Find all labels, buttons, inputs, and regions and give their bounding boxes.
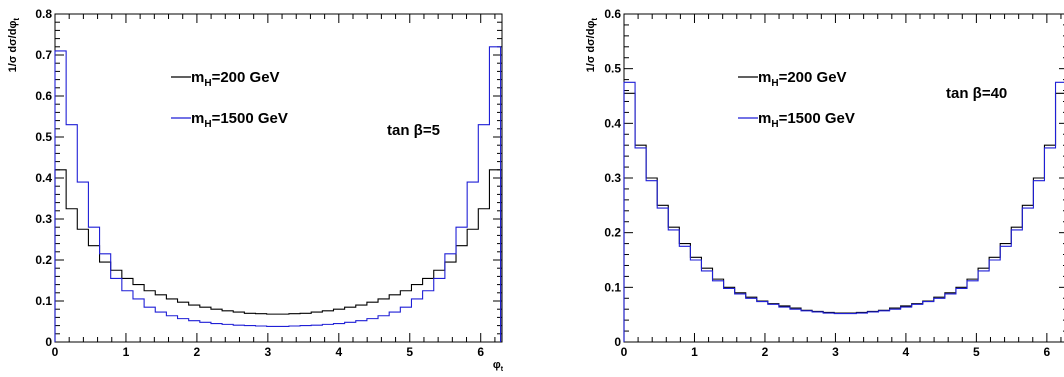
y-tick-label: 0.5 [35,130,52,144]
x-tick-label: 5 [406,345,413,359]
legend-label-1: mH=1500 GeV [758,110,855,130]
x-tick-label: 3 [265,345,272,359]
x-tick-label: 0 [52,345,59,359]
panel-tan-beta-5: 0 1 2 3 4 5 6 0 0.1 0.2 0.3 0.4 0.5 0.6 0.7 0.8 1/σ dσ/d… [7,7,504,373]
plot-frame [54,13,503,343]
y-tick-label: 0.3 [604,171,621,185]
x-tick-label: 4 [335,345,342,359]
x-tick-label: 1 [123,345,130,359]
x-tick-label: 2 [762,345,769,359]
x-tick-label: 3 [832,345,839,359]
x-tick-label: 6 [477,345,484,359]
y-tick-label: 0.1 [604,280,621,294]
y-tick-label: 0.2 [35,253,52,267]
x-tick-label: 2 [194,345,201,359]
y-tick-label: 0.1 [35,294,52,308]
x-axis-title: φt [493,359,504,372]
x-tick-label: 6 [1044,345,1051,359]
y-tick-label: 0.3 [35,212,52,226]
tan-beta-annotation: tan β=40 [946,85,1007,102]
x-tick-label: 0 [621,345,628,359]
y-tick-label: 0.2 [604,226,621,240]
y-tick-label: 0.7 [35,48,52,62]
x-tick-label: 5 [973,345,980,359]
y-tick-label: 0.5 [604,62,621,76]
legend-label-1: mH=1500 GeV [191,110,288,130]
legend-label-0: mH=200 GeV [758,69,847,89]
legend-label-0: mH=200 GeV [191,69,280,89]
y-tick-label: 0.4 [604,116,621,130]
y-tick-label: 0.6 [35,89,52,103]
tan-beta-annotation: tan β=5 [387,122,440,139]
series-1-step [623,81,1064,342]
y-tick-label: 0.6 [604,7,621,21]
y-tick-label: 0 [614,335,621,349]
series-1-step [54,46,502,342]
x-tick-label: 1 [691,345,698,359]
y-tick-label: 0.8 [35,7,52,21]
plot-frame [623,13,1064,343]
series-0-step [623,92,1064,342]
y-axis-title: 1/σ dσ/dφt [585,18,599,73]
y-tick-label: 0.4 [35,171,52,185]
panel-tan-beta-40: 0 1 2 3 4 5 6 0 0.1 0.2 0.3 0.4 0.5 0.6 1/σ dσ/dφt mH=2… [585,7,1064,359]
x-tick-label: 4 [903,345,910,359]
series-0-step [54,169,502,342]
y-axis-title: 1/σ dσ/dφt [7,18,21,73]
y-tick-label: 0 [45,335,52,349]
